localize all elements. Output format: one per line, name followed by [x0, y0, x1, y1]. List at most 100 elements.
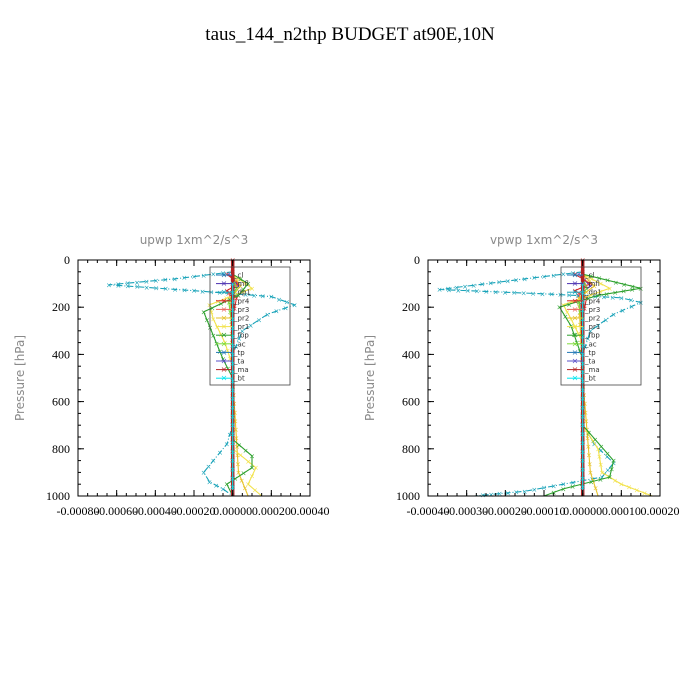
series-marker: ×: [245, 280, 251, 288]
series-marker: ×: [134, 283, 140, 291]
series-marker: ×: [626, 484, 632, 492]
series-marker: ×: [182, 287, 188, 295]
series-marker: ×: [236, 335, 242, 343]
series-marker: ×: [580, 298, 586, 306]
series-marker: ×: [521, 290, 527, 298]
series-marker: ×: [210, 271, 216, 279]
series-marker: ×: [582, 305, 588, 313]
legend-entry-ac: _ac: [584, 340, 597, 348]
series-marker: ×: [629, 303, 635, 311]
series-marker: ×: [225, 347, 231, 355]
series-marker: ×: [560, 271, 566, 279]
series-marker: ×: [577, 308, 583, 316]
series-marker: ×: [208, 308, 214, 316]
series-marker: ×: [591, 282, 597, 290]
legend-entry-ta: _ta: [233, 358, 245, 366]
series-marker: ×: [587, 280, 593, 288]
series-marker: ×: [502, 289, 508, 297]
series-marker: ×: [234, 452, 240, 460]
legend: × _cl× _mfl× _dp1× _pr4× _pr3× _pr2× _pr1× _fbp×…: [209, 266, 291, 386]
series-marker: ×: [531, 486, 537, 494]
series-marker: ×: [227, 308, 233, 316]
series-marker: ×: [611, 459, 617, 467]
series-marker: ×: [230, 413, 236, 421]
series-marker: ×: [618, 481, 624, 489]
series-marker: ×: [586, 452, 592, 460]
series-marker: ×: [539, 290, 545, 298]
series-marker: ×: [224, 295, 230, 303]
legend-marker: ×: [221, 322, 228, 331]
series-marker: ×: [237, 452, 243, 460]
series-marker: ×: [233, 435, 239, 443]
series-marker: ×: [580, 484, 586, 492]
series-marker: ×: [610, 294, 616, 302]
legend-marker: ×: [572, 271, 579, 280]
legend-entry-pr1: _pr1: [233, 323, 249, 331]
series-marker: ×: [201, 272, 207, 280]
legend-entry-cl: _cl: [584, 272, 594, 280]
series-marker: ×: [284, 299, 290, 307]
series-marker: ×: [462, 283, 468, 291]
series-marker: ×: [201, 469, 207, 477]
series-marker: ×: [598, 476, 604, 484]
series-marker: ×: [230, 395, 236, 403]
series-line-fbp: [202, 273, 253, 497]
series-marker: ×: [230, 360, 236, 368]
series-marker: ×: [557, 304, 563, 312]
series-marker: ×: [585, 430, 591, 438]
series-marker: ×: [570, 483, 576, 491]
series-marker: ×: [230, 266, 236, 274]
x-tick-label: 0.00000: [213, 504, 252, 518]
series-marker: ×: [522, 488, 528, 496]
series-marker: ×: [560, 485, 566, 493]
series-marker: ×: [230, 369, 236, 377]
series-marker: ×: [236, 441, 242, 449]
series-marker: ×: [252, 487, 258, 495]
series-marker: ×: [595, 445, 601, 453]
series-marker: ×: [144, 278, 150, 286]
series-marker: ×: [191, 287, 197, 295]
series-marker: ×: [245, 458, 251, 466]
series-marker: ×: [606, 473, 612, 481]
series-marker: ×: [580, 457, 586, 465]
series-marker: ×: [629, 283, 635, 291]
series-marker: ×: [209, 304, 215, 312]
series-marker: ×: [562, 313, 568, 321]
series-marker: ×: [575, 292, 581, 300]
legend-entry-fbp: _fbp: [584, 332, 600, 340]
series-marker: ×: [604, 453, 610, 461]
series-marker: ×: [235, 460, 241, 468]
series-marker: ×: [488, 280, 494, 288]
series-marker: ×: [577, 312, 583, 320]
series-marker: ×: [232, 417, 238, 425]
series-marker: ×: [217, 348, 223, 356]
series-marker: ×: [106, 281, 112, 289]
series-marker: ×: [580, 439, 586, 447]
series-marker: ×: [230, 386, 236, 394]
series-marker: ×: [607, 285, 613, 293]
series-marker: ×: [551, 272, 557, 280]
series-marker: ×: [251, 292, 257, 300]
series-marker: ×: [217, 289, 223, 297]
legend-entry-pr1: _pr1: [584, 323, 600, 331]
legend-marker: ×: [572, 288, 579, 297]
series-marker: ×: [572, 323, 578, 331]
series-marker: ×: [576, 290, 582, 298]
series-marker: ×: [237, 282, 243, 290]
legend: × _cl× _mfl× _dp1× _pr4× _pr3× _pr2× _pr1× _fbp×…: [560, 266, 642, 386]
series-marker: ×: [233, 343, 239, 351]
series-marker: ×: [590, 477, 596, 485]
y-tick-label: 0: [414, 253, 420, 267]
series-line-dp1: [108, 271, 297, 497]
series-marker: ×: [488, 491, 494, 499]
legend-marker: ×: [572, 348, 579, 357]
figure-title: taus_144_n2thp BUDGET at90E,10N: [205, 24, 495, 45]
series-marker: ×: [224, 481, 230, 489]
y-tick-label: 800: [52, 442, 70, 456]
series-marker: ×: [437, 286, 443, 294]
y-axis-label: Pressure [hPa]: [363, 335, 377, 421]
series-marker: ×: [125, 283, 131, 291]
series-marker: ×: [232, 291, 238, 299]
series-marker: ×: [201, 308, 207, 316]
series-marker: ×: [234, 294, 240, 302]
